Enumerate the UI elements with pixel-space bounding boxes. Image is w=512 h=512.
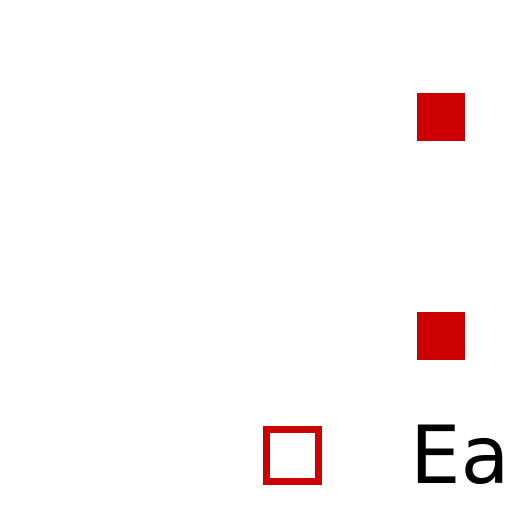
- filled-square-icon: [417, 93, 465, 141]
- filled-square-icon: [417, 312, 465, 360]
- caption-text: Ea: [410, 408, 510, 504]
- empty-checkbox[interactable]: [263, 426, 322, 485]
